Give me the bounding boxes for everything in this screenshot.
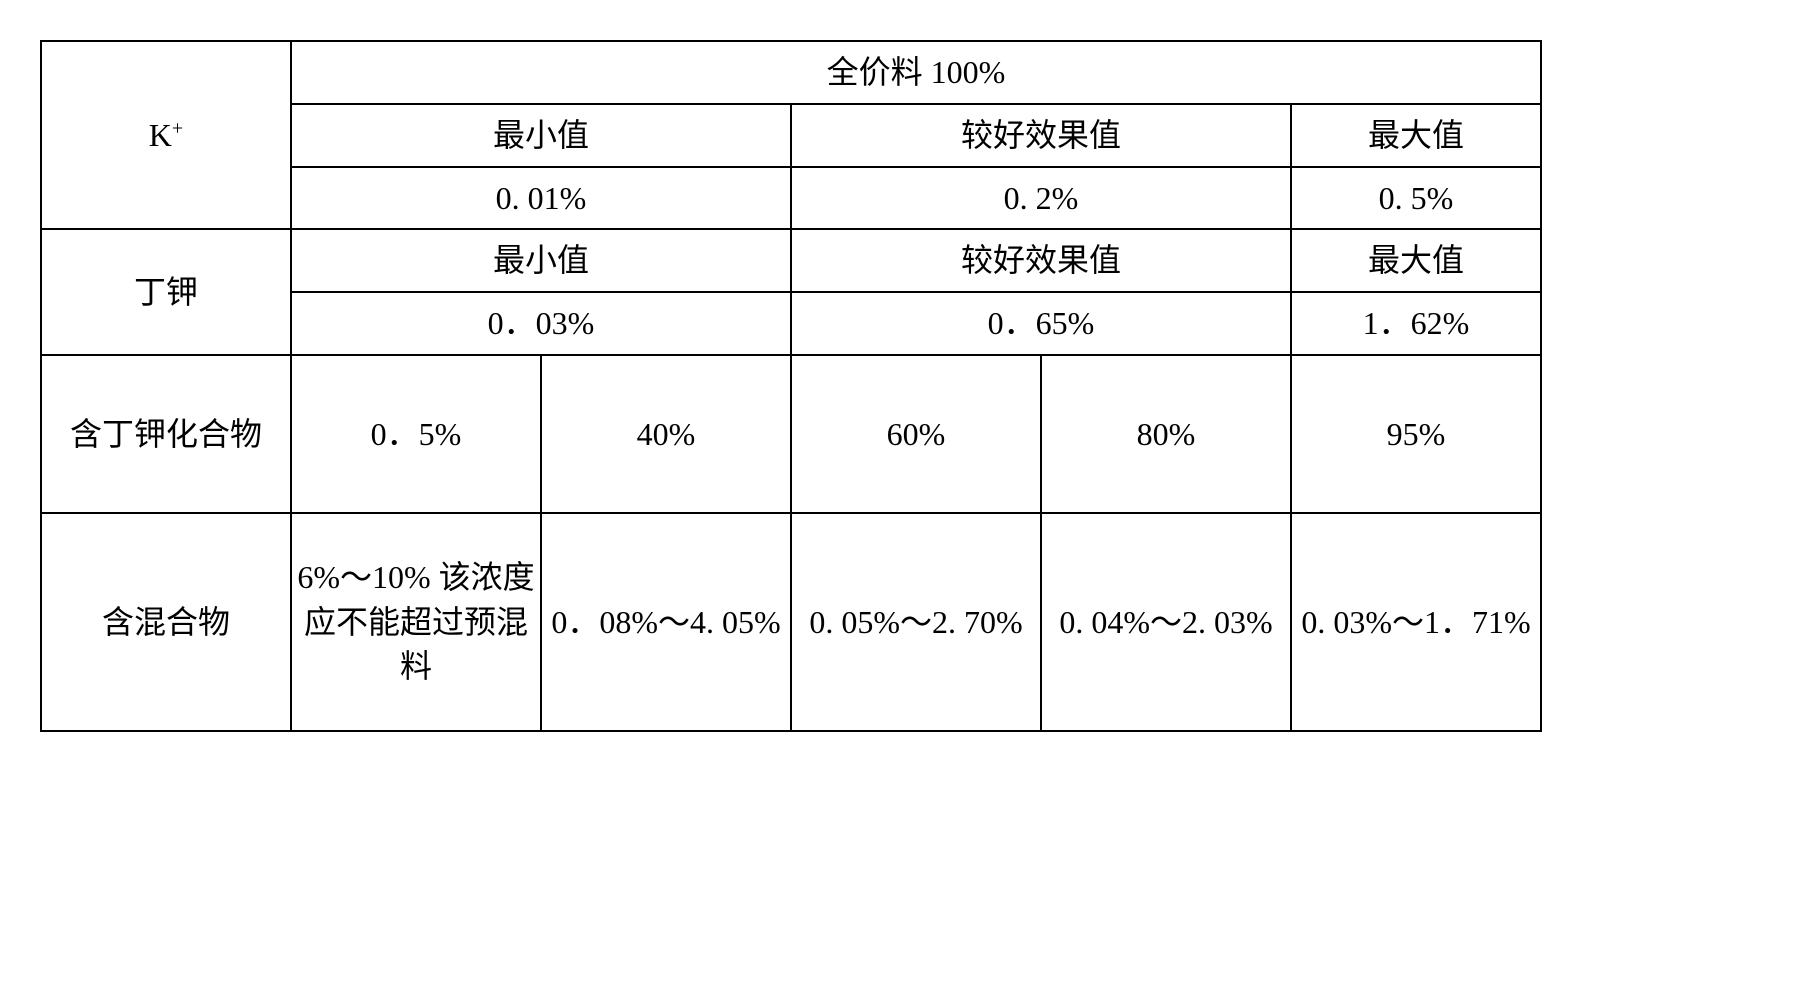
compound-c2: 40% — [541, 355, 791, 513]
dingk-min-val: 0．03% — [291, 292, 791, 355]
dingk-good-label: 较好效果值 — [791, 229, 1291, 292]
table-row: K+ 全价料 100% — [41, 41, 1541, 104]
dingk-min-label: 最小值 — [291, 229, 791, 292]
kplus-min-val: 0. 01% — [291, 167, 791, 230]
mixture-c3: 0. 05%～2. 70% — [791, 513, 1041, 731]
mixture-c1: 6%～10% 该浓度应不能超过预混料 — [291, 513, 541, 731]
table-row: 丁钾 最小值 较好效果值 最大值 — [41, 229, 1541, 292]
kplus-max-label: 最大值 — [1291, 104, 1541, 167]
row-label-mixture: 含混合物 — [41, 513, 291, 731]
compound-c4: 80% — [1041, 355, 1291, 513]
dingk-good-val: 0．65% — [791, 292, 1291, 355]
table-row: 含丁钾化合物 0．5% 40% 60% 80% 95% — [41, 355, 1541, 513]
row-label-dingk: 丁钾 — [41, 229, 291, 355]
dingk-max-val: 1．62% — [1291, 292, 1541, 355]
kplus-min-label: 最小值 — [291, 104, 791, 167]
mixture-c2: 0．08%～4. 05% — [541, 513, 791, 731]
table-row: 含混合物 6%～10% 该浓度应不能超过预混料 0．08%～4. 05% 0. … — [41, 513, 1541, 731]
mixture-c4: 0. 04%～2. 03% — [1041, 513, 1291, 731]
compound-c1: 0．5% — [291, 355, 541, 513]
compound-c3: 60% — [791, 355, 1041, 513]
mixture-c5: 0. 03%～1．71% — [1291, 513, 1541, 731]
row-label-kplus: K+ — [41, 41, 291, 229]
header-title: 全价料 100% — [291, 41, 1541, 104]
row-label-compound: 含丁钾化合物 — [41, 355, 291, 513]
kplus-max-val: 0. 5% — [1291, 167, 1541, 230]
compound-c5: 95% — [1291, 355, 1541, 513]
data-table: K+ 全价料 100% 最小值 较好效果值 最大值 0. 01% 0. 2% 0… — [40, 40, 1542, 732]
dingk-max-label: 最大值 — [1291, 229, 1541, 292]
kplus-good-label: 较好效果值 — [791, 104, 1291, 167]
kplus-good-val: 0. 2% — [791, 167, 1291, 230]
